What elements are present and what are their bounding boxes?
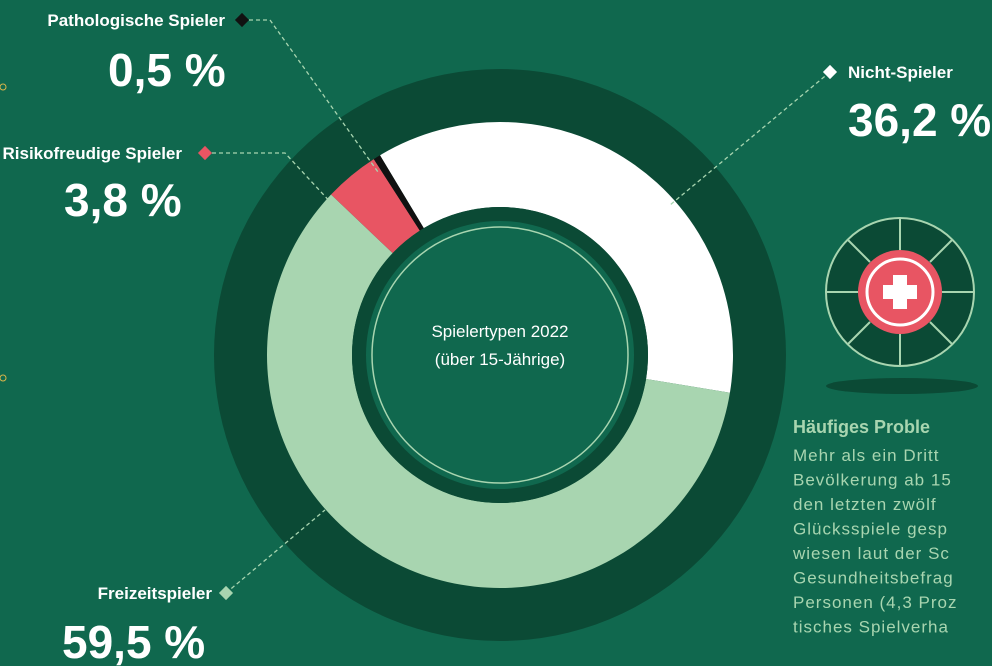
center-border	[371, 226, 629, 484]
leader-line	[225, 509, 326, 594]
side-text-line: Mehr als ein Dritt	[793, 446, 939, 465]
value-label: 0,5 %	[108, 44, 226, 96]
side-text-line: den letzten zwölf	[793, 495, 937, 514]
decor-dot	[0, 374, 7, 382]
legend-marker	[218, 585, 234, 601]
icon	[825, 217, 978, 394]
legend-marker	[197, 145, 213, 161]
decor-dot	[0, 83, 7, 91]
side-heading: Häufiges Proble	[793, 417, 930, 437]
category-label: Pathologische Spieler	[47, 11, 225, 30]
value-label: 3,8 %	[64, 174, 182, 226]
category-label: Nicht-Spieler	[848, 63, 953, 82]
leader-line	[242, 19, 379, 173]
leader-line	[205, 152, 383, 259]
side-text-line: Glücksspiele gesp	[793, 520, 948, 539]
center-text: Spielertypen 2022	[431, 322, 568, 341]
side-text-line: Gesundheitsbefrag	[793, 569, 954, 588]
side-text-line: Bevölkerung ab 15	[793, 471, 952, 490]
legend-marker	[822, 64, 838, 80]
value-label: 59,5 %	[62, 616, 205, 666]
category-label: Freizeitspieler	[98, 584, 213, 603]
category-label: Risikofreudige Spieler	[3, 144, 183, 163]
side-text-line: wiesen laut der Sc	[792, 544, 950, 563]
donut-segment	[379, 121, 733, 393]
center-disc	[366, 221, 634, 489]
legend-marker	[234, 12, 250, 28]
donut-segment	[267, 194, 730, 589]
side-text-line: Personen (4,3 Proz	[793, 593, 957, 612]
donut-segment	[331, 159, 420, 254]
leader-line	[669, 71, 831, 206]
center-text: (über 15-Jährige)	[435, 350, 565, 369]
value-label: 36,2 %	[848, 94, 991, 146]
donut-segment	[373, 155, 424, 231]
side-text-line: tisches Spielverha	[793, 618, 949, 637]
